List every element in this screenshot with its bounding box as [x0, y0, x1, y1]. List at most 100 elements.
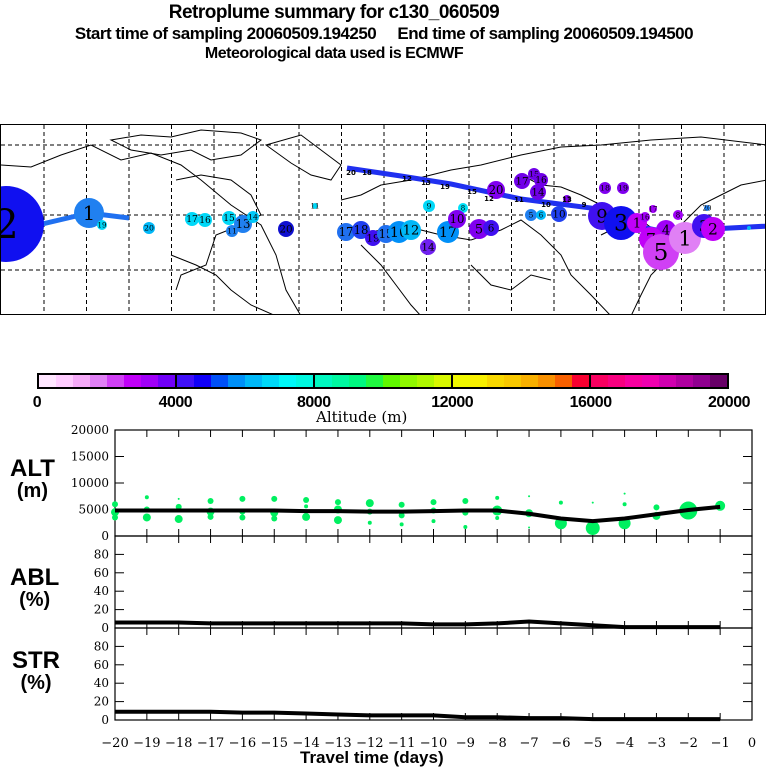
colorbar-segment [383, 375, 400, 387]
colorbar-segment [642, 375, 659, 387]
colorbar-segment [434, 375, 451, 387]
cluster-circle [563, 195, 571, 203]
str-label: STR [12, 647, 60, 674]
cluster-label: 5 [529, 211, 534, 220]
cluster-marker: 17 [514, 173, 530, 189]
track-day-label: 10 [541, 201, 551, 209]
cluster-marker: 16 [198, 213, 212, 227]
sampling-times: Start time of sampling 20060509.194250 E… [74, 24, 694, 43]
cluster-label: 6 [539, 211, 544, 219]
x-tick-label: −2 [679, 736, 698, 751]
colorbar-segment [693, 375, 710, 387]
colorbar-segment [141, 375, 158, 387]
colorbar-segment [538, 375, 555, 387]
cluster-label: 13 [236, 217, 251, 231]
abl-label: ABL [10, 564, 60, 591]
str-panel-frame [114, 627, 753, 721]
cluster-marker: 20 [278, 221, 294, 237]
str-line [115, 709, 721, 722]
track-day-label: 15 [467, 188, 477, 196]
plot-title: Retroplume summary for c130_060509 [168, 2, 500, 23]
cluster-marker: 19 [97, 220, 107, 230]
cluster-label: 19 [98, 221, 107, 229]
cluster-circle [701, 217, 725, 241]
str-unit: (%) [20, 672, 52, 694]
track-day-label: 19 [440, 183, 450, 191]
colorbar-segment [555, 375, 572, 387]
cluster-circle [234, 215, 252, 233]
altitude-cluster-point [623, 492, 626, 495]
altitude-cluster-point [398, 501, 405, 508]
colorbar-segment [366, 375, 383, 387]
altitude-cluster-point [271, 515, 278, 522]
cluster-label: 16 [641, 213, 650, 221]
altitude-cluster-point [495, 495, 500, 500]
cluster-label: 20 [703, 204, 712, 212]
cluster-circle [337, 223, 355, 241]
x-tick-label: 0 [748, 736, 756, 751]
cluster-label: 20 [144, 224, 154, 233]
altitude-cluster-point [367, 520, 372, 525]
colorbar-tick-label: 12000 [431, 394, 474, 411]
cluster-label: 2 [708, 220, 718, 238]
colorbar-segment [158, 375, 175, 387]
cluster-circle [483, 220, 499, 236]
colorbar-segment [107, 375, 124, 387]
track-day-label: 13 [421, 179, 431, 187]
altitude-cluster-point [112, 514, 118, 521]
altitude-cluster-point [463, 524, 468, 529]
cluster-circle [420, 239, 436, 255]
abl-y-tick-label: 40 [94, 584, 109, 598]
cluster-label: 19 [618, 184, 628, 193]
cluster-circle [97, 220, 107, 230]
x-tick-label: −11 [388, 736, 415, 751]
altitude-cluster-point [207, 498, 214, 505]
altitude-cluster-point [239, 495, 246, 502]
cluster-label: 19 [366, 233, 379, 245]
cluster-label: 9 [596, 206, 608, 227]
cluster-marker: 5 [525, 209, 537, 221]
cluster-circle [534, 173, 548, 187]
coastline [264, 134, 342, 181]
track-day-label: 13 [562, 196, 572, 204]
alt-panel-label: ALT (m) [10, 457, 55, 503]
abl-y-tick-label: 60 [94, 566, 109, 580]
colorbar-segment [211, 375, 228, 387]
x-tick-label: −9 [456, 736, 475, 751]
cluster-label: 18 [600, 184, 610, 193]
coastline [470, 264, 552, 291]
colorbar-segment [245, 375, 262, 387]
x-tick-label: −4 [615, 736, 634, 751]
colorbar-segment [124, 375, 141, 387]
colorbar-segment [73, 375, 90, 387]
colorbar-segment [589, 375, 608, 387]
cluster-marker: 10 [448, 210, 466, 228]
colorbar-segment [710, 375, 727, 387]
cluster-circle [448, 210, 466, 228]
altitude-cluster-point [177, 497, 180, 500]
coastline [1, 144, 301, 314]
colorbar-segment [332, 375, 349, 387]
altitude-cluster-point [495, 515, 500, 520]
cluster-label: 9 [427, 202, 432, 211]
cluster-marker: 6 [483, 220, 499, 236]
colorbar-segment [470, 375, 487, 387]
x-tick-label: −14 [292, 736, 319, 751]
altitude-cluster-point [462, 498, 469, 505]
track-day-label: 18 [362, 169, 372, 177]
cluster-marker: 18 [352, 221, 370, 239]
x-tick-label: −16 [229, 736, 256, 751]
colorbar-tick-label: 8000 [297, 394, 331, 411]
altitude-cluster-point [333, 516, 342, 525]
altitude-colorbar [37, 373, 729, 389]
colorbar-segment [175, 375, 194, 387]
cluster-marker: 6 [536, 210, 546, 220]
colorbar-tick-label: 16000 [569, 394, 613, 411]
cluster-label: 17 [649, 205, 658, 213]
cluster-label: 1 [83, 202, 95, 225]
altitude-cluster-point [431, 519, 436, 524]
x-tick-label: −7 [519, 736, 538, 751]
colorbar-segment [228, 375, 245, 387]
altitude-cluster-point [174, 515, 183, 524]
